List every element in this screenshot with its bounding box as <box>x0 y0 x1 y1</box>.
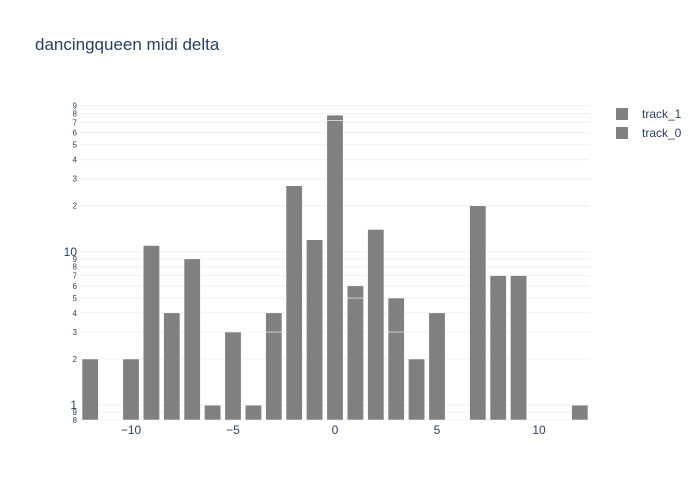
bar-track_0[interactable] <box>489 275 507 421</box>
bar-track_0[interactable] <box>265 331 283 421</box>
legend-label[interactable]: track_0 <box>642 126 682 140</box>
y-tick-label: 1 <box>70 398 77 412</box>
bar-track_0[interactable] <box>163 312 181 421</box>
bar-track_0[interactable] <box>346 297 364 421</box>
y-tick-label: 3 <box>73 328 78 337</box>
x-axis: −10 −5 0 5 10 <box>121 423 546 437</box>
y-tick-label: 5 <box>73 294 78 303</box>
y-tick-label: 10 <box>64 245 78 259</box>
legend-label[interactable]: track_1 <box>642 107 682 121</box>
bar-track_0[interactable] <box>510 275 528 421</box>
bar-track_0[interactable] <box>367 229 385 421</box>
y-tick-label: 8 <box>73 416 78 425</box>
y-tick-label: 9 <box>73 408 78 417</box>
bar-track_0[interactable] <box>387 331 405 421</box>
legend[interactable]: track_1 track_0 <box>616 107 682 140</box>
y-tick-label: 9 <box>73 255 78 264</box>
y-tick-label: 4 <box>73 309 78 318</box>
y-tick-label: 7 <box>73 118 78 127</box>
x-tick-label: −10 <box>121 423 142 437</box>
y-tick-label: 2 <box>73 202 78 211</box>
y-tick-label: 7 <box>73 272 78 281</box>
bar-track_0[interactable] <box>183 258 201 421</box>
x-tick-label: −5 <box>226 423 240 437</box>
y-tick-label: 3 <box>73 175 78 184</box>
y-tick-label: 4 <box>73 156 78 165</box>
bar-track_0[interactable] <box>122 358 140 421</box>
bar-track_1[interactable] <box>346 285 364 299</box>
bars <box>81 114 589 421</box>
y-tick-label: 9 <box>73 102 78 111</box>
legend-swatch[interactable] <box>616 127 628 139</box>
y-tick-label: 6 <box>73 282 78 291</box>
bar-track_1[interactable] <box>265 312 283 333</box>
legend-swatch[interactable] <box>616 108 628 120</box>
bar-track_0[interactable] <box>306 239 324 421</box>
bar-track_0[interactable] <box>244 404 262 421</box>
y-tick-label: 6 <box>73 129 78 138</box>
bar-track_0[interactable] <box>408 358 426 421</box>
y-tick-label: 5 <box>73 141 78 150</box>
y-tick-label: 8 <box>73 263 78 272</box>
bar-track_1[interactable] <box>326 114 344 121</box>
x-tick-label: 0 <box>332 423 339 437</box>
bar-track_0[interactable] <box>224 331 242 421</box>
bar-track_0[interactable] <box>81 358 99 421</box>
x-tick-label: 5 <box>434 423 441 437</box>
chart-title: dancingqueen midi delta <box>35 35 220 54</box>
bar-track_0[interactable] <box>571 404 589 421</box>
bar-track_0[interactable] <box>326 120 344 421</box>
x-tick-label: 10 <box>532 423 546 437</box>
bar-track_0[interactable] <box>469 205 487 421</box>
bar-track_1[interactable] <box>387 297 405 333</box>
y-tick-label: 8 <box>73 109 78 118</box>
y-tick-label: 2 <box>73 355 78 364</box>
bar-track_0[interactable] <box>428 312 446 421</box>
bar-track_0[interactable] <box>285 185 303 421</box>
bar-track_0[interactable] <box>142 245 160 421</box>
bar-track_0[interactable] <box>204 404 222 421</box>
